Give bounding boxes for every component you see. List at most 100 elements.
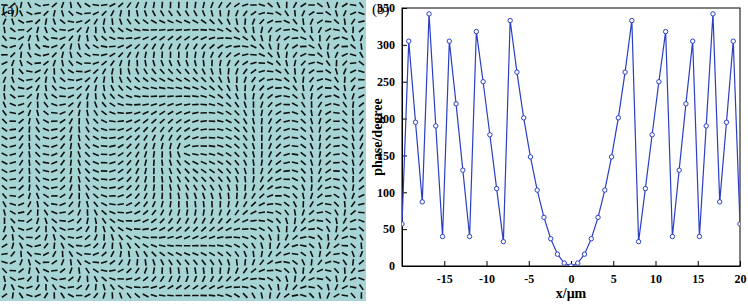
nanorod bbox=[159, 29, 165, 31]
nanorod bbox=[193, 177, 197, 182]
nanorod bbox=[11, 284, 14, 290]
nanorod bbox=[142, 228, 148, 231]
nanorod bbox=[200, 245, 206, 247]
nanorod bbox=[243, 268, 247, 273]
nanorod bbox=[136, 185, 139, 190]
nanorod bbox=[144, 193, 147, 199]
nanorod bbox=[136, 176, 139, 182]
nanorod bbox=[259, 212, 265, 213]
nanorod bbox=[134, 87, 140, 90]
nanorod bbox=[194, 193, 196, 199]
nanorod bbox=[93, 145, 99, 148]
nanorod bbox=[310, 36, 314, 41]
nanorod bbox=[126, 86, 131, 90]
nanorod bbox=[335, 235, 338, 241]
nanorod bbox=[161, 2, 163, 8]
nanorod bbox=[160, 252, 165, 256]
nanorod bbox=[37, 35, 39, 41]
nanorod bbox=[84, 70, 90, 72]
nanorod bbox=[76, 62, 82, 65]
panel-a: (a) bbox=[0, 0, 366, 301]
nanorod bbox=[192, 145, 198, 147]
tick-mark bbox=[402, 8, 407, 9]
nanorod bbox=[120, 19, 122, 25]
nanorod bbox=[85, 144, 89, 149]
nanorod bbox=[178, 209, 180, 215]
nanorod bbox=[143, 78, 148, 82]
tick-mark bbox=[402, 45, 407, 46]
nanorod bbox=[226, 294, 232, 296]
data-point bbox=[623, 70, 627, 74]
nanorod bbox=[293, 193, 297, 198]
tick: 0 bbox=[389, 259, 407, 273]
nanorod bbox=[342, 236, 348, 238]
nanorod bbox=[144, 268, 146, 274]
nanorod bbox=[276, 218, 280, 223]
nanorod bbox=[10, 203, 16, 205]
nanorod bbox=[201, 37, 207, 40]
nanorod bbox=[342, 136, 348, 139]
nanorod bbox=[253, 151, 255, 157]
tick-label: 10 bbox=[650, 272, 662, 286]
nanorod bbox=[218, 161, 224, 164]
nanorod bbox=[27, 61, 32, 64]
nanorod bbox=[161, 193, 163, 199]
nanorod bbox=[94, 19, 97, 25]
nanorod bbox=[120, 292, 122, 298]
nanorod bbox=[144, 202, 148, 207]
nanorod bbox=[144, 69, 148, 74]
nanorod bbox=[302, 209, 304, 215]
nanorod bbox=[267, 219, 273, 222]
nanorod bbox=[285, 69, 289, 74]
nanorod bbox=[135, 44, 140, 48]
nanorod bbox=[128, 251, 130, 257]
x-axis-title: x/μm bbox=[556, 286, 587, 301]
nanorod bbox=[161, 44, 164, 50]
nanorod bbox=[134, 112, 140, 114]
nanorod bbox=[317, 71, 323, 73]
nanorod bbox=[344, 209, 345, 215]
nanorod bbox=[78, 276, 80, 282]
nanorod bbox=[44, 202, 49, 206]
nanorod bbox=[342, 119, 347, 123]
nanorod bbox=[333, 120, 339, 122]
nanorod bbox=[62, 52, 64, 58]
nanorod bbox=[27, 87, 33, 90]
nanorod bbox=[103, 234, 105, 240]
nanorod bbox=[269, 234, 271, 240]
nanorod bbox=[151, 37, 157, 40]
nanorod bbox=[275, 203, 281, 205]
nanorod bbox=[168, 111, 174, 114]
nanorod bbox=[200, 29, 206, 31]
nanorod bbox=[260, 185, 264, 190]
nanorod bbox=[334, 202, 339, 207]
nanorod bbox=[37, 101, 39, 107]
nanorod bbox=[127, 185, 132, 189]
nanorod bbox=[79, 201, 80, 207]
nanorod bbox=[220, 60, 221, 66]
nanorod bbox=[43, 162, 49, 163]
nanorod bbox=[127, 52, 130, 58]
nanorod bbox=[218, 45, 223, 48]
nanorod bbox=[101, 120, 107, 123]
nanorod bbox=[319, 135, 320, 141]
nanorod bbox=[352, 193, 354, 199]
nanorod bbox=[211, 52, 214, 58]
tick: -15 bbox=[437, 261, 453, 286]
nanorod bbox=[128, 68, 130, 74]
nanorod bbox=[359, 95, 365, 98]
nanorod bbox=[269, 143, 271, 149]
nanorod bbox=[244, 93, 247, 99]
nanorod bbox=[308, 287, 314, 288]
nanorod bbox=[227, 193, 229, 199]
nanorod bbox=[309, 45, 315, 48]
nanorod bbox=[2, 185, 7, 189]
nanorod bbox=[325, 187, 331, 189]
nanorod bbox=[68, 79, 74, 80]
nanorod bbox=[202, 10, 204, 16]
nanorod bbox=[60, 78, 65, 82]
nanorod bbox=[153, 143, 155, 149]
nanorod bbox=[259, 269, 265, 272]
nanorod bbox=[134, 29, 140, 31]
nanorod bbox=[259, 203, 265, 206]
